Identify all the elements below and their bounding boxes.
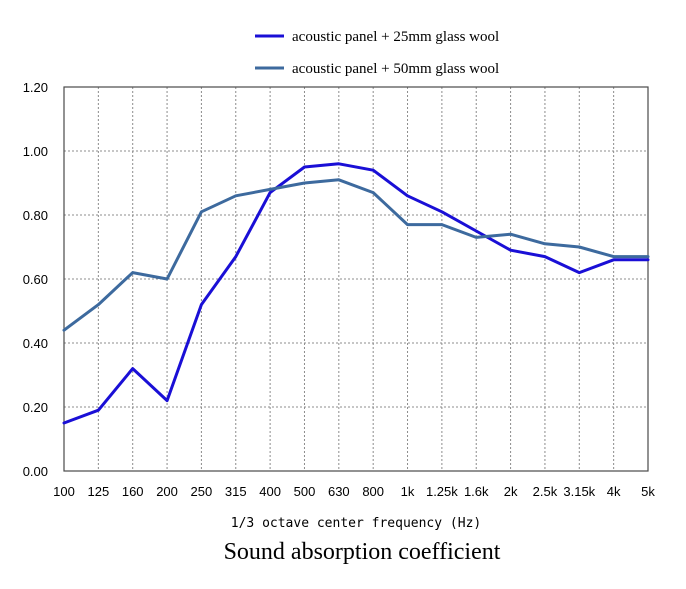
x-tick-label: 100: [53, 484, 75, 499]
series-line-2: [62, 178, 650, 332]
y-axis-ticks: 0.00 0.20 0.40 0.60 0.80 1.00 1.20: [23, 80, 48, 479]
x-tick-label: 500: [294, 484, 316, 499]
x-tick-label: 200: [156, 484, 178, 499]
x-tick-label: 315: [225, 484, 247, 499]
x-tick-label: 4k: [607, 484, 621, 499]
x-axis-label: 1/3 octave center frequency (Hz): [231, 516, 481, 531]
legend-label-1: acoustic panel + 25mm glass wool: [292, 29, 499, 45]
y-tick-label: 0.80: [23, 208, 48, 223]
y-tick-label: 0.60: [23, 272, 48, 287]
x-tick-label: 250: [191, 484, 213, 499]
x-tick-label: 1.6k: [464, 484, 489, 499]
x-tick-label: 400: [259, 484, 281, 499]
x-tick-label: 1k: [401, 484, 415, 499]
chart-title: Sound absorption coefficient: [224, 539, 501, 565]
x-tick-label: 5k: [641, 484, 655, 499]
x-tick-label: 2k: [504, 484, 518, 499]
legend: acoustic panel + 25mm glass wool acoustic…: [255, 29, 499, 77]
x-tick-label: 1.25k: [426, 484, 458, 499]
legend-label-2: acoustic panel + 50mm glass wool: [292, 61, 499, 77]
y-tick-label: 0.20: [23, 400, 48, 415]
x-tick-label: 800: [362, 484, 384, 499]
y-tick-label: 0.00: [23, 464, 48, 479]
plot-frame: [63, 86, 649, 472]
x-tick-label: 125: [88, 484, 110, 499]
x-tick-label: 630: [328, 484, 350, 499]
x-tick-label: 3.15k: [563, 484, 595, 499]
series-line-1: [62, 162, 650, 425]
series-lines: [62, 162, 650, 425]
x-axis-ticks: 100 125 160 200 250 315 400 500 630 800 1k 1.25k 1.6…: [53, 484, 655, 499]
y-tick-label: 1.00: [23, 144, 48, 159]
x-tick-label: 160: [122, 484, 144, 499]
y-tick-label: 0.40: [23, 336, 48, 351]
grid: [64, 87, 648, 471]
y-tick-label: 1.20: [23, 80, 48, 95]
x-tick-label: 2.5k: [533, 484, 558, 499]
